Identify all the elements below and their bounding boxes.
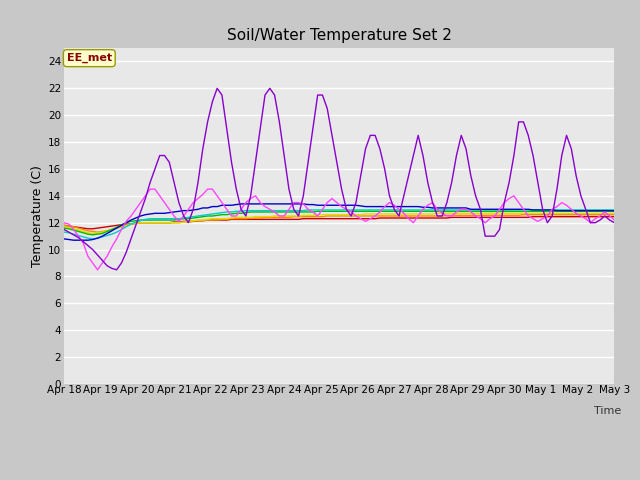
Text: Time: Time [593, 406, 621, 416]
Text: EE_met: EE_met [67, 53, 112, 63]
Y-axis label: Temperature (C): Temperature (C) [31, 165, 44, 267]
Title: Soil/Water Temperature Set 2: Soil/Water Temperature Set 2 [227, 28, 452, 43]
